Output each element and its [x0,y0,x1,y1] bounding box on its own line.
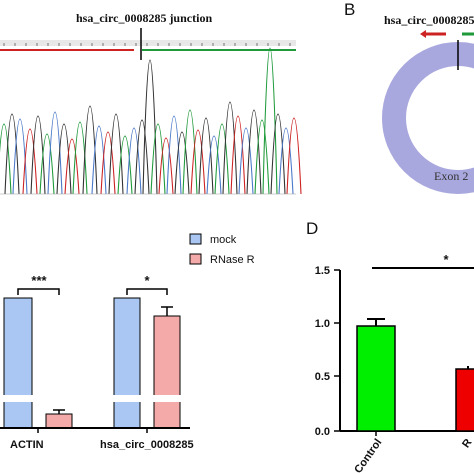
x-label-actin: ACTIN [10,439,44,451]
chromatogram-peak [108,113,124,195]
chromatogram-peak [270,113,286,195]
panel-b: B hsa_circ_0008285 Exon 2 [344,0,474,194]
chromatogram-peak [91,125,107,195]
sig-bracket-actin [17,288,60,295]
x-label-control: Control [352,437,384,474]
chromatogram-peak [117,135,133,195]
sig-label-d: * [443,252,449,267]
chromatogram-peak [254,119,270,195]
chromatogram-peak [56,123,72,195]
circrna-ring [382,42,474,194]
chromatogram-peak [278,127,294,195]
panel-b-letter: B [344,0,355,19]
chromatogram-peak [246,109,262,195]
panel-d-letter: D [306,219,318,238]
chromatogram-peak [222,101,238,195]
forward-primer-head [420,30,426,38]
legend-label-mock: mock [210,234,237,246]
chromatogram-peak [100,131,116,195]
y-tick-label-15: 1.5 [315,265,330,277]
chromatogram-peak [142,59,158,195]
base-call-marks [3,43,291,46]
bar-rnase-d [455,368,474,432]
chromatogram-peak [150,123,166,195]
chromatogram-peak [134,119,150,195]
bar-control [356,325,396,432]
chromatogram-peak [190,129,206,195]
bar-circ-rnase [153,315,181,429]
chromatogram-peak [158,137,174,195]
sequence-strip [0,40,296,46]
panel-b-title: hsa_circ_0008285 [384,13,474,27]
chromatogram-peak [47,111,63,195]
chromatogram-peak [82,105,98,195]
chromatogram-peak [30,115,46,195]
panel-d: D 0.0 0.5 1.0 1.5 * Control R [306,219,474,474]
panel-a-title: hsa_circ_0008285 junction [76,11,212,25]
bar-actin-mock [3,297,33,429]
chromatogram-peak [39,133,55,195]
panel-c: mock RNase R *** * ACTIN hsa_circ_000828… [0,233,255,451]
y-tick-label-0: 0.0 [315,426,330,438]
chromatogram-peak [230,115,246,195]
chromatogram-peak [182,109,198,195]
chromatogram-traces [0,47,302,195]
axis-break [0,395,195,402]
chromatogram-peak [22,128,38,195]
chromatogram-peak [126,127,142,195]
chromatogram-peak [0,123,12,195]
bar-circ-mock [113,297,141,429]
y-tick-label-05: 0.5 [315,371,330,383]
sig-label-circ: * [144,273,150,288]
sig-bracket-circ [126,288,168,295]
chromatogram-peak [4,113,20,195]
chromatogram-peak [72,121,88,195]
x-label-rnase-partial: R [460,437,474,450]
sig-label-actin: *** [31,273,47,288]
chromatogram-peak [238,127,254,195]
chromatogram-peak [174,131,190,195]
chromatogram-peak [206,135,222,195]
legend-swatch-mock [189,233,202,245]
exon-label: Exon 2 [434,169,468,183]
y-tick-label-10: 1.0 [315,318,330,330]
chromatogram-peak [166,115,182,195]
chromatogram-peak [286,117,302,195]
chromatogram-peak [262,47,278,195]
chromatogram-peak [214,123,230,195]
chromatogram-peak [64,138,80,195]
legend-label-rnase: RNase R [210,254,255,266]
bar-actin-rnase [45,413,73,429]
x-label-circ: hsa_circ_0008285 [100,439,194,451]
legend-swatch-rnase [189,253,202,265]
chromatogram-peak [198,117,214,195]
panel-a: hsa_circ_0008285 junction [0,11,302,195]
